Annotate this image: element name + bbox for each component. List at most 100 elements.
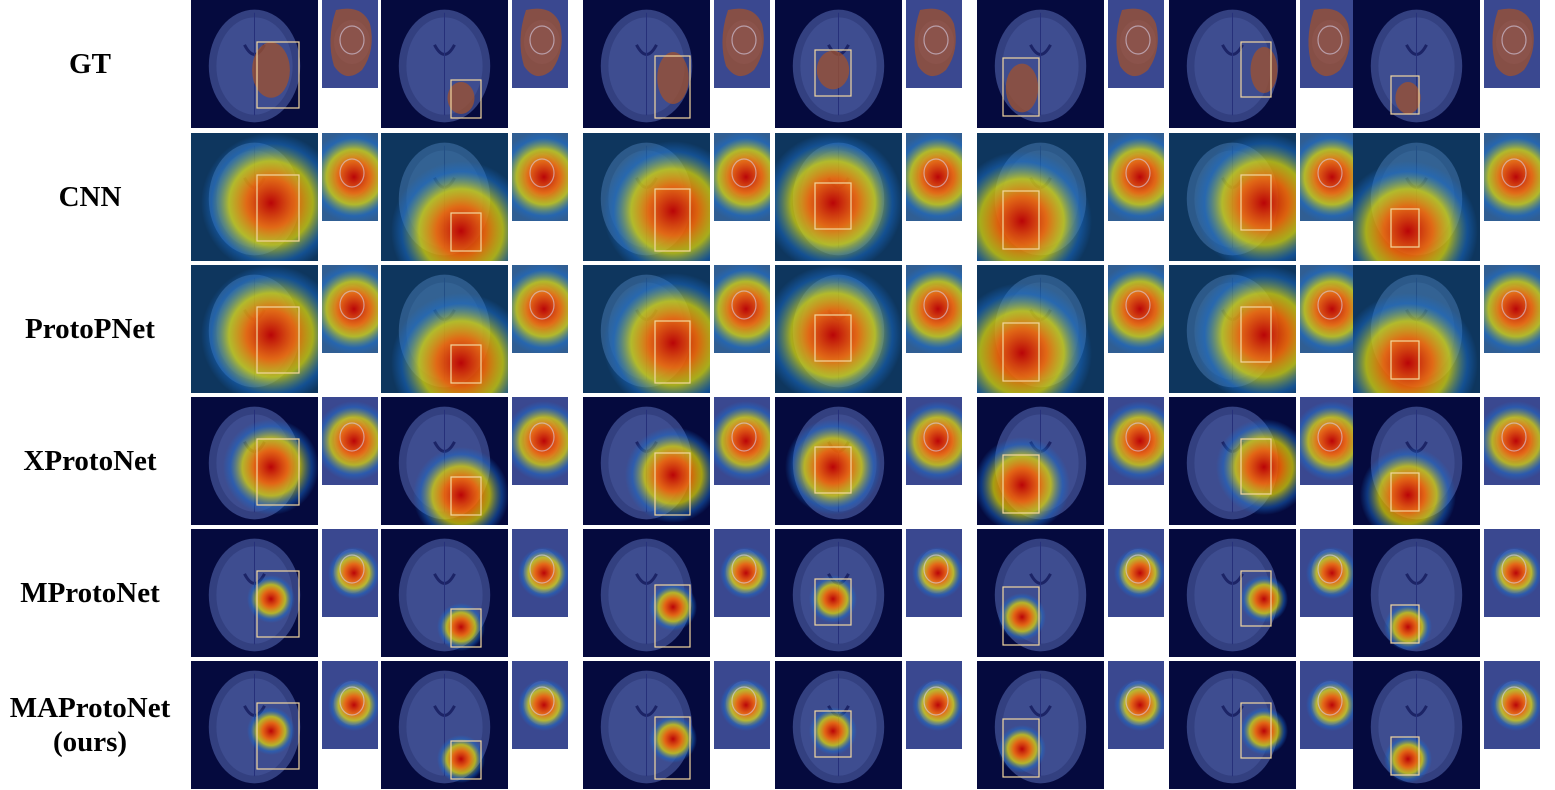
crop-gt-case-6 <box>1300 0 1356 88</box>
slice-gt-case-2 <box>381 0 508 128</box>
crop-maprotonet-case-5 <box>1108 661 1164 749</box>
crop-gt-case-3 <box>714 0 770 88</box>
crop-gt-case-4 <box>906 0 962 88</box>
crop-protopnet-case-2 <box>512 265 568 353</box>
slice-protopnet-case-1 <box>191 265 318 393</box>
row-label-line: ProtoPNet <box>25 313 155 345</box>
crop-gt-case-1 <box>322 0 378 88</box>
slice-cnn-case-6 <box>1169 133 1296 261</box>
row-label-line: MProtoNet <box>20 577 160 609</box>
crop-mprotonet-case-1 <box>322 529 378 617</box>
slice-maprotonet-case-6 <box>1169 661 1296 789</box>
crop-protopnet-case-4 <box>906 265 962 353</box>
slice-cnn-case-3 <box>583 133 710 261</box>
slice-mprotonet-case-7 <box>1353 529 1480 657</box>
row-label-line: (ours) <box>52 726 128 758</box>
row-label-gt: GT <box>0 0 180 128</box>
crop-gt-case-2 <box>512 0 568 88</box>
crop-mprotonet-case-5 <box>1108 529 1164 617</box>
crop-protopnet-case-5 <box>1108 265 1164 353</box>
slice-cnn-case-1 <box>191 133 318 261</box>
row-label-line: XProtoNet <box>23 445 157 477</box>
slice-gt-case-3 <box>583 0 710 128</box>
crop-cnn-case-7 <box>1484 133 1540 221</box>
crop-maprotonet-case-7 <box>1484 661 1540 749</box>
crop-maprotonet-case-1 <box>322 661 378 749</box>
crop-gt-case-5 <box>1108 0 1164 88</box>
slice-maprotonet-case-1 <box>191 661 318 789</box>
slice-cnn-case-5 <box>977 133 1104 261</box>
crop-protopnet-case-7 <box>1484 265 1540 353</box>
slice-protopnet-case-3 <box>583 265 710 393</box>
crop-mprotonet-case-7 <box>1484 529 1540 617</box>
slice-xprotonet-case-1 <box>191 397 318 525</box>
slice-protopnet-case-7 <box>1353 265 1480 393</box>
crop-xprotonet-case-1 <box>322 397 378 485</box>
slice-xprotonet-case-5 <box>977 397 1104 525</box>
row-xprotonet: XProtoNet <box>0 397 1555 525</box>
slice-cnn-case-2 <box>381 133 508 261</box>
slice-xprotonet-case-6 <box>1169 397 1296 525</box>
crop-mprotonet-case-4 <box>906 529 962 617</box>
crop-cnn-case-6 <box>1300 133 1356 221</box>
crop-protopnet-case-3 <box>714 265 770 353</box>
crop-protopnet-case-1 <box>322 265 378 353</box>
slice-xprotonet-case-3 <box>583 397 710 525</box>
slice-mprotonet-case-6 <box>1169 529 1296 657</box>
crop-maprotonet-case-3 <box>714 661 770 749</box>
row-label-protopnet: ProtoPNet <box>0 265 180 393</box>
crop-maprotonet-case-4 <box>906 661 962 749</box>
slice-xprotonet-case-7 <box>1353 397 1480 525</box>
crop-maprotonet-case-6 <box>1300 661 1356 749</box>
row-label-line: MAProtoNet <box>9 692 171 724</box>
row-label-cnn: CNN <box>0 133 180 261</box>
slice-mprotonet-case-1 <box>191 529 318 657</box>
crop-xprotonet-case-4 <box>906 397 962 485</box>
crop-mprotonet-case-3 <box>714 529 770 617</box>
slice-mprotonet-case-4 <box>775 529 902 657</box>
slice-xprotonet-case-2 <box>381 397 508 525</box>
crop-mprotonet-case-2 <box>512 529 568 617</box>
row-label-line: GT <box>69 48 111 80</box>
slice-maprotonet-case-7 <box>1353 661 1480 789</box>
crop-xprotonet-case-6 <box>1300 397 1356 485</box>
slice-cnn-case-7 <box>1353 133 1480 261</box>
row-label-line: CNN <box>58 181 122 213</box>
slice-protopnet-case-4 <box>775 265 902 393</box>
slice-gt-case-5 <box>977 0 1104 128</box>
slice-gt-case-6 <box>1169 0 1296 128</box>
crop-cnn-case-4 <box>906 133 962 221</box>
crop-cnn-case-3 <box>714 133 770 221</box>
crop-xprotonet-case-3 <box>714 397 770 485</box>
slice-cnn-case-4 <box>775 133 902 261</box>
slice-maprotonet-case-5 <box>977 661 1104 789</box>
slice-maprotonet-case-4 <box>775 661 902 789</box>
row-mprotonet: MProtoNet <box>0 529 1555 657</box>
slice-protopnet-case-6 <box>1169 265 1296 393</box>
slice-xprotonet-case-4 <box>775 397 902 525</box>
row-label-xprotonet: XProtoNet <box>0 397 180 525</box>
crop-protopnet-case-6 <box>1300 265 1356 353</box>
row-label-maprotonet: MAProtoNet (ours) <box>0 661 180 789</box>
slice-maprotonet-case-2 <box>381 661 508 789</box>
slice-gt-case-4 <box>775 0 902 128</box>
crop-gt-case-7 <box>1484 0 1540 88</box>
row-cnn: CNN <box>0 133 1555 261</box>
row-protopnet: ProtoPNet <box>0 265 1555 393</box>
slice-protopnet-case-5 <box>977 265 1104 393</box>
slice-protopnet-case-2 <box>381 265 508 393</box>
row-label-mprotonet: MProtoNet <box>0 529 180 657</box>
slice-maprotonet-case-3 <box>583 661 710 789</box>
slice-gt-case-7 <box>1353 0 1480 128</box>
crop-mprotonet-case-6 <box>1300 529 1356 617</box>
row-gt: GT <box>0 0 1555 128</box>
crop-xprotonet-case-5 <box>1108 397 1164 485</box>
slice-gt-case-1 <box>191 0 318 128</box>
crop-xprotonet-case-7 <box>1484 397 1540 485</box>
slice-mprotonet-case-2 <box>381 529 508 657</box>
crop-cnn-case-2 <box>512 133 568 221</box>
crop-xprotonet-case-2 <box>512 397 568 485</box>
crop-cnn-case-1 <box>322 133 378 221</box>
row-maprotonet: MAProtoNet (ours) <box>0 661 1555 789</box>
crop-cnn-case-5 <box>1108 133 1164 221</box>
